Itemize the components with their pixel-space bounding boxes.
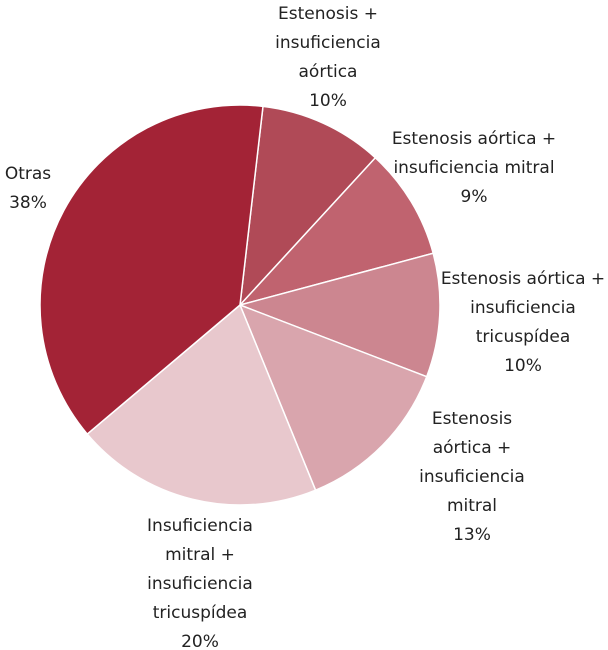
category-name: Estenosis + insuficiencia aórtica xyxy=(275,4,381,82)
value-label: 38% xyxy=(9,193,47,213)
pie-slice xyxy=(237,252,441,378)
category-name: Estenosis aórtica + insuficiencia mitral xyxy=(419,409,525,516)
category-name: Estenosis aórtica + insuficiencia mitral xyxy=(391,129,557,178)
value-label: 10% xyxy=(309,91,347,111)
pie-slice xyxy=(86,303,317,506)
slice-label: Insuficiencia mitral + insuficiencia tri… xyxy=(135,512,265,650)
value-label: 10% xyxy=(504,356,542,376)
pie-slice xyxy=(237,156,435,307)
value-label: 20% xyxy=(181,632,219,650)
pie-slice xyxy=(238,105,377,308)
value-label: 9% xyxy=(460,187,488,207)
pie-slice xyxy=(238,303,428,492)
category-name: Otras xyxy=(4,164,52,184)
pie-slice xyxy=(39,104,264,436)
slice-label: Otras 38% xyxy=(0,160,58,218)
category-name: Insuficiencia mitral + insuficiencia tri… xyxy=(147,516,253,623)
slice-label: Estenosis + insuficiencia aórtica 10% xyxy=(261,0,396,116)
category-name: Estenosis aórtica + insuficiencia tricus… xyxy=(440,269,606,347)
slice-label: Estenosis aórtica + insuficiencia mitral… xyxy=(392,125,557,212)
slice-label: Estenosis aórtica + insuficiencia mitral… xyxy=(410,405,535,550)
value-label: 13% xyxy=(453,525,491,545)
slice-label: Estenosis aórtica + insuficiencia tricus… xyxy=(438,265,608,381)
